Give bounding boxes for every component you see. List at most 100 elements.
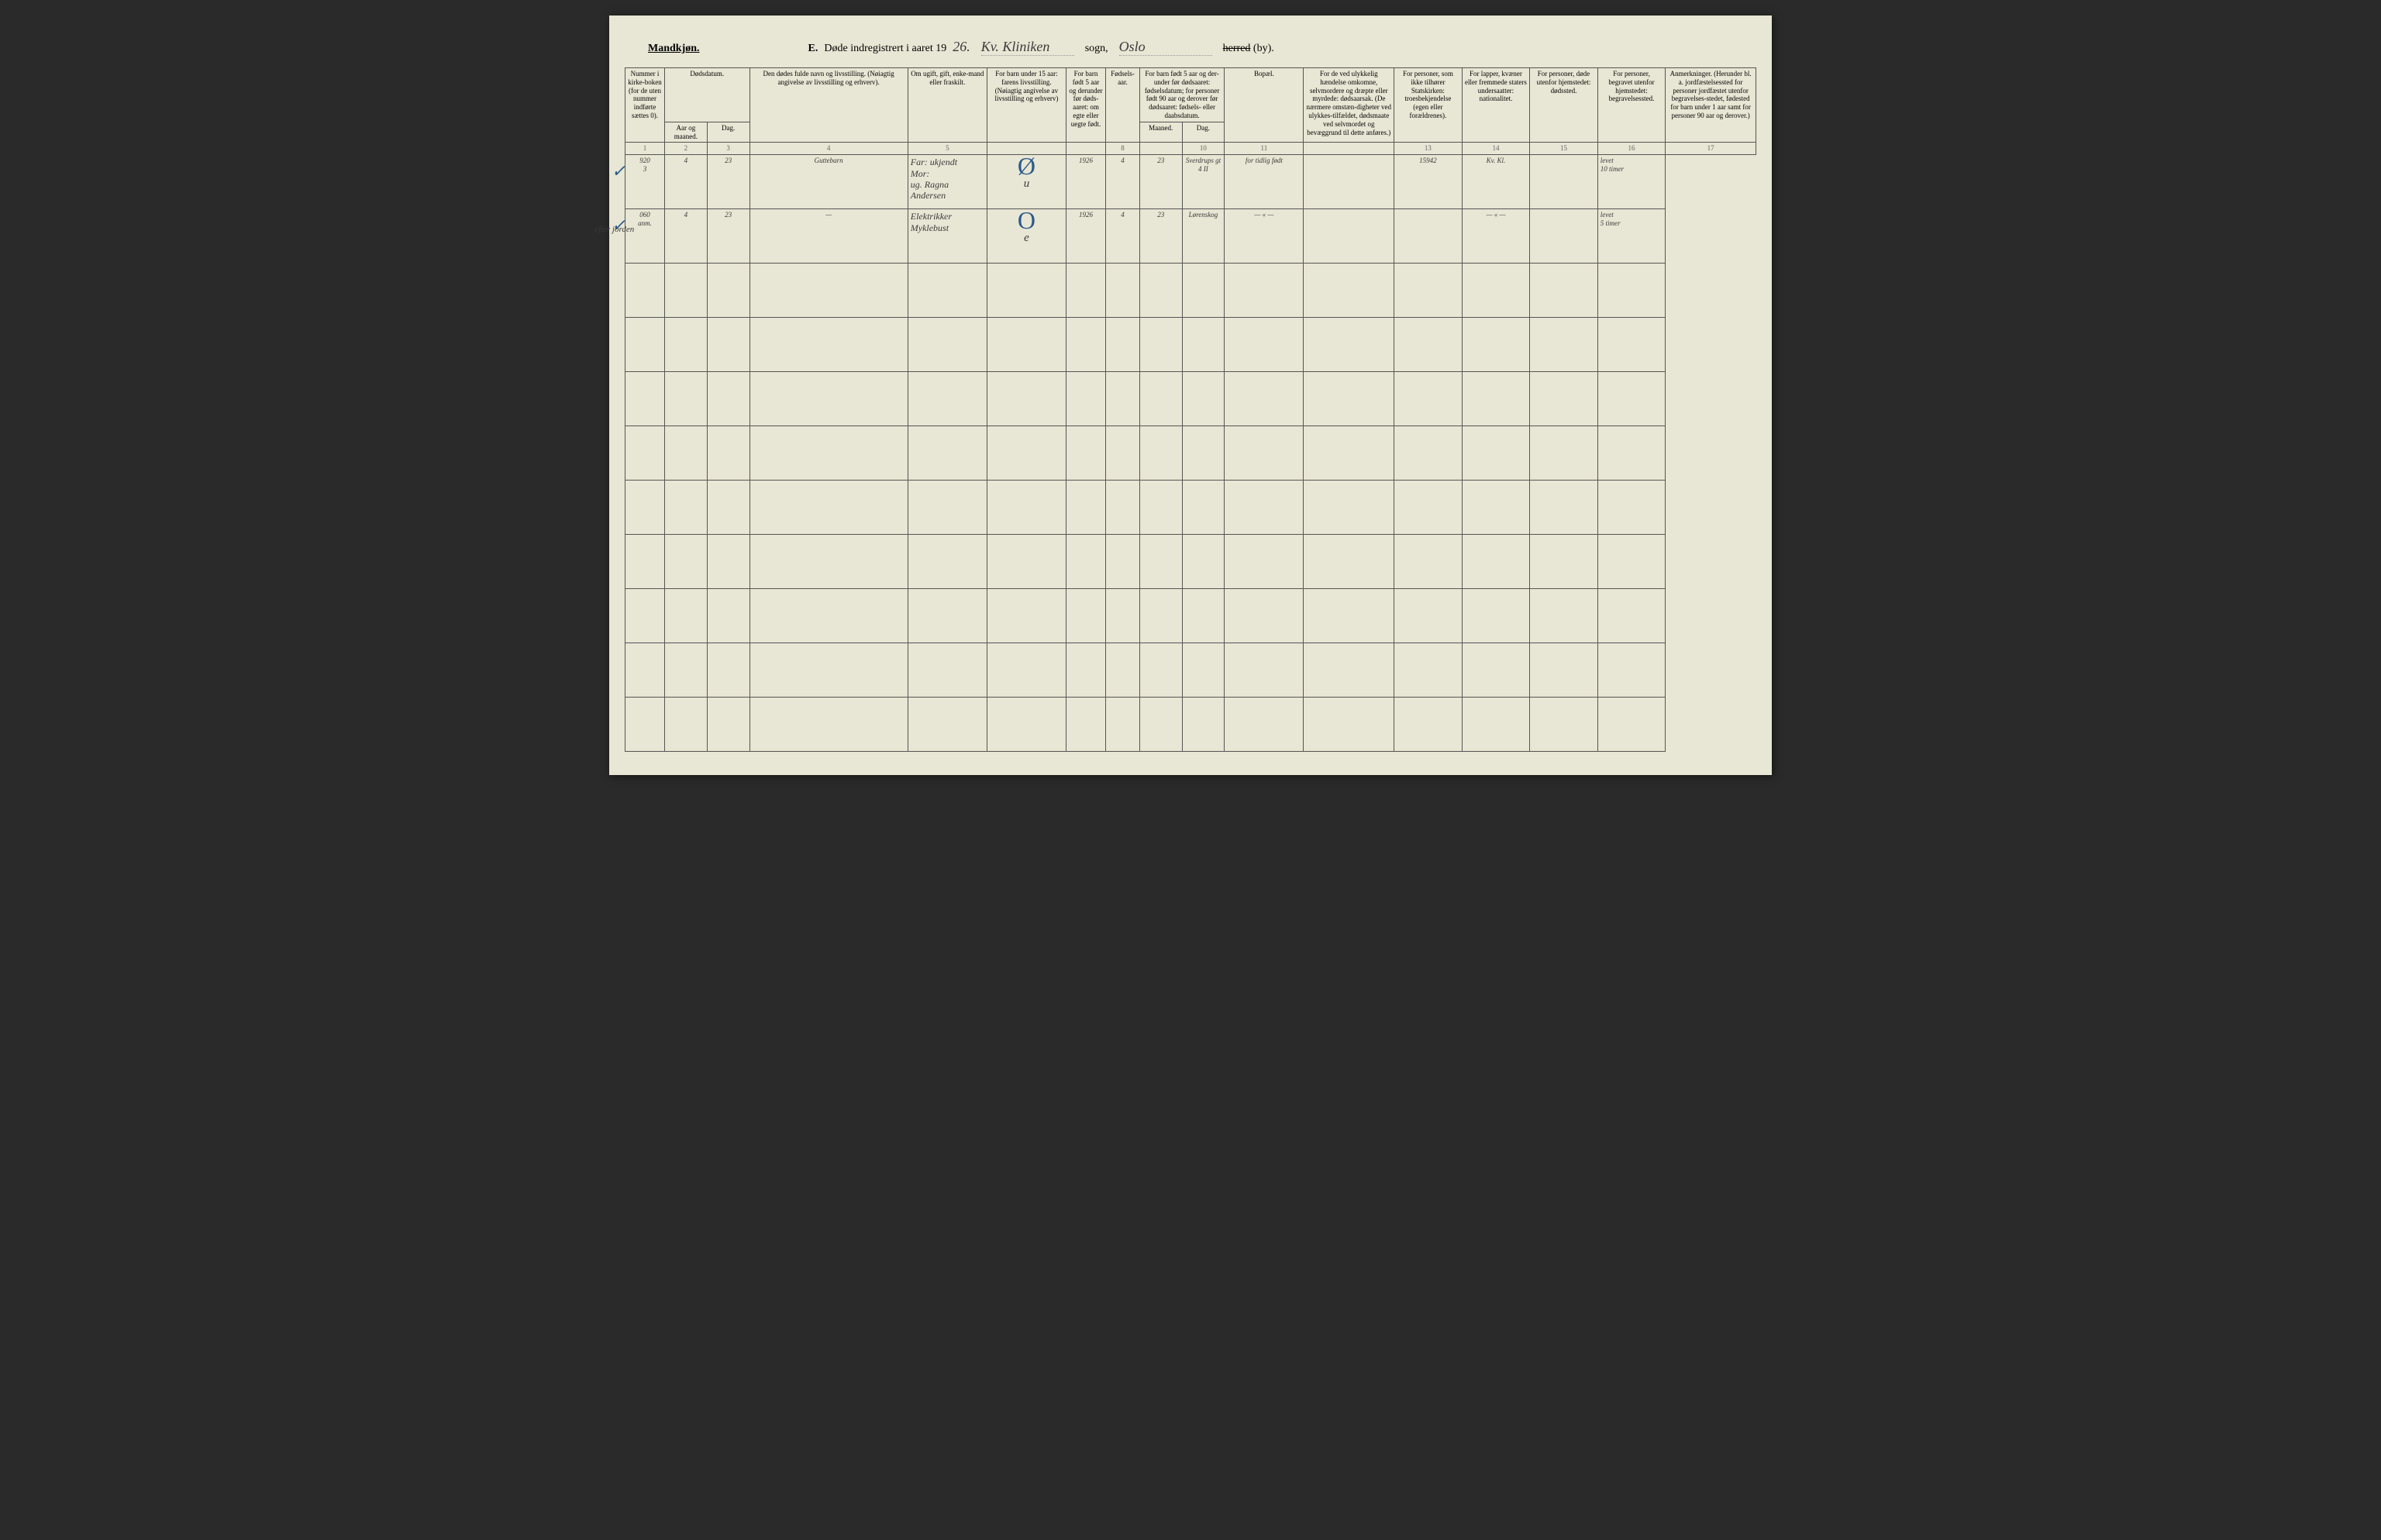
cell-address: Lørenskog <box>1182 209 1225 264</box>
col-header-church: For personer, som ikke tilhører Statskir… <box>1394 68 1463 143</box>
colnum-12 <box>1304 143 1394 155</box>
empty-cell <box>665 535 708 589</box>
empty-cell <box>987 643 1066 698</box>
empty-cell <box>625 589 665 643</box>
empty-cell <box>665 643 708 698</box>
empty-cell <box>1139 426 1182 481</box>
empty-cell <box>707 643 749 698</box>
gender-label: Mandkjøn. <box>648 43 700 55</box>
empty-cell <box>1530 372 1598 426</box>
col-header-name: Den dødes fulde navn og livsstilling. (N… <box>749 68 908 143</box>
empty-cell <box>908 426 987 481</box>
empty-cell <box>1139 264 1182 318</box>
empty-cell <box>1462 426 1530 481</box>
colnum-1: 1 <box>625 143 665 155</box>
empty-cell <box>1182 264 1225 318</box>
empty-cell <box>749 264 908 318</box>
empty-cell <box>1066 318 1106 372</box>
empty-cell <box>1597 643 1666 698</box>
cell-burial-place <box>1530 155 1598 209</box>
col-header-birth-month: Maaned. <box>1139 122 1182 143</box>
cell-church <box>1304 155 1394 209</box>
colnum-2: 2 <box>665 143 708 155</box>
table-row-empty <box>625 264 1756 318</box>
empty-cell <box>1225 698 1304 752</box>
empty-cell <box>987 481 1066 535</box>
cell-month: 4 <box>665 155 708 209</box>
empty-cell <box>1066 426 1106 481</box>
empty-cell <box>1394 426 1463 481</box>
table-row-empty <box>625 318 1756 372</box>
cell-death-place: — « — <box>1462 209 1530 264</box>
colnum-4: 4 <box>749 143 908 155</box>
empty-cell <box>1597 372 1666 426</box>
empty-cell <box>1106 264 1140 318</box>
empty-cell <box>665 264 708 318</box>
empty-cell <box>987 698 1066 752</box>
col-header-remarks: Anmerkninger. (Herunder bl. a. jordfæste… <box>1666 68 1756 143</box>
colnum-9 <box>1139 143 1182 155</box>
empty-cell <box>707 535 749 589</box>
colnum-10: 10 <box>1182 143 1225 155</box>
empty-cell <box>707 318 749 372</box>
empty-cell <box>1304 481 1394 535</box>
table-row-empty <box>625 481 1756 535</box>
empty-cell <box>908 698 987 752</box>
colnum-8: 8 <box>1106 143 1140 155</box>
empty-cell <box>1394 589 1463 643</box>
empty-cell <box>1394 535 1463 589</box>
title-text: Døde indregistrert i aaret 19 <box>824 43 946 55</box>
parish-handwritten: Kv. Kliniken <box>981 39 1074 56</box>
cell-name: Guttebarn <box>749 155 908 209</box>
title-prefix: E. <box>808 43 818 55</box>
empty-cell <box>1304 426 1394 481</box>
colnum-17: 17 <box>1666 143 1756 155</box>
col-header-death-month: Aar og maaned. <box>665 122 708 143</box>
empty-cell <box>625 643 665 698</box>
empty-cell <box>625 481 665 535</box>
empty-cell <box>1182 481 1225 535</box>
empty-cell <box>1106 372 1140 426</box>
empty-cell <box>665 372 708 426</box>
table-row-empty <box>625 589 1756 643</box>
empty-cell <box>1139 589 1182 643</box>
empty-cell <box>1394 643 1463 698</box>
death-register-table: Nummer i kirke-boken (for de uten nummer… <box>625 67 1756 752</box>
empty-cell <box>1139 643 1182 698</box>
col-header-father: For barn under 15 aar: farens livsstilli… <box>987 68 1066 143</box>
empty-cell <box>1304 264 1394 318</box>
empty-cell <box>665 698 708 752</box>
empty-cell <box>1182 643 1225 698</box>
empty-cell <box>908 643 987 698</box>
year-handwritten: 26. <box>953 39 970 55</box>
col-header-number: Nummer i kirke-boken (for de uten nummer… <box>625 68 665 143</box>
cell-month: 4 <box>665 209 708 264</box>
cell-birth-month: 4 <box>1106 155 1140 209</box>
colnum-3: 3 <box>707 143 749 155</box>
empty-cell <box>1182 426 1225 481</box>
empty-cell <box>707 426 749 481</box>
empty-cell <box>1530 318 1598 372</box>
empty-cell <box>749 372 908 426</box>
empty-cell <box>1597 481 1666 535</box>
empty-cell <box>1597 264 1666 318</box>
empty-cell <box>749 698 908 752</box>
empty-cell <box>1462 318 1530 372</box>
colnum-14: 14 <box>1462 143 1530 155</box>
empty-cell <box>1304 589 1394 643</box>
empty-cell <box>1597 589 1666 643</box>
empty-cell <box>1530 643 1598 698</box>
table-row-empty <box>625 372 1756 426</box>
col-header-cause: For de ved ulykkelig hændelse omkomne, s… <box>1304 68 1394 143</box>
empty-cell <box>707 698 749 752</box>
cell-nationality <box>1394 209 1463 264</box>
empty-cell <box>707 372 749 426</box>
empty-cell <box>1182 535 1225 589</box>
cell-address: Sverdrups gt 4 II <box>1182 155 1225 209</box>
empty-cell <box>749 589 908 643</box>
col-header-nationality: For lapper, kvæner eller fremmede stater… <box>1462 68 1530 143</box>
empty-cell <box>1106 481 1140 535</box>
col-header-death-date: Dødsdatum. <box>665 68 749 122</box>
empty-cell <box>1225 589 1304 643</box>
empty-cell <box>1530 535 1598 589</box>
